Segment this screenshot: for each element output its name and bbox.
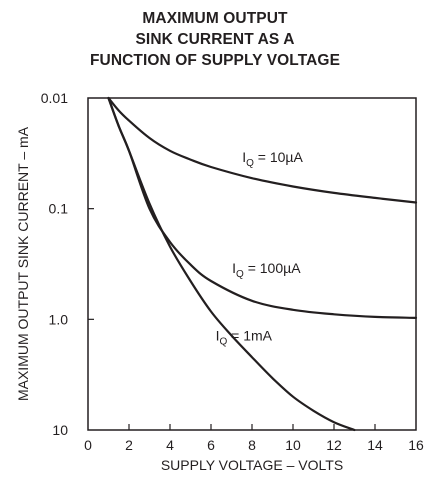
series-line-iq-10ua [107,96,418,204]
x-axis-label: SUPPLY VOLTAGE – VOLTS [161,457,343,473]
series-lines [107,96,418,432]
series-line-iq-1ma [107,96,356,432]
y-tick-label: 0.1 [49,201,69,217]
x-tick-label: 4 [166,437,174,453]
x-tick-label: 16 [408,437,424,453]
y-tick-label: 1.0 [49,311,69,327]
y-tick-label: 10 [52,422,68,438]
chart-title: MAXIMUM OUTPUT SINK CURRENT AS A FUNCTIO… [0,8,430,71]
x-tick-label: 12 [326,437,342,453]
x-tick-label: 6 [207,437,215,453]
series-label-iq-1ma: IQ = 1mA [216,327,273,347]
x-tick-label: 14 [367,437,383,453]
x-tick-label: 0 [84,437,92,453]
series-labels: IQ = 10µA IQ = 100µA IQ = 1mA [216,149,304,347]
chart-title-line-2: SINK CURRENT AS A [135,31,295,48]
chart-title-line-1: MAXIMUM OUTPUT [142,10,288,27]
x-tick-label: 10 [285,437,301,453]
x-tick-label: 8 [248,437,256,453]
chart-title-line-3: FUNCTION OF SUPPLY VOLTAGE [89,52,341,69]
x-tick-label: 2 [125,437,133,453]
series-line-iq-100ua [107,96,418,319]
y-tick-label: 0.01 [41,90,68,106]
x-axis-ticks: 0 2 4 6 8 10 12 14 16 [84,424,424,453]
series-label-iq-10ua: IQ = 10µA [242,149,303,169]
series-label-iq-100ua: IQ = 100µA [232,260,301,280]
y-axis-label: MAXIMUM OUTPUT SINK CURRENT – mA [15,126,31,401]
y-axis-ticks: 0.01 0.1 1.0 10 [41,90,94,438]
